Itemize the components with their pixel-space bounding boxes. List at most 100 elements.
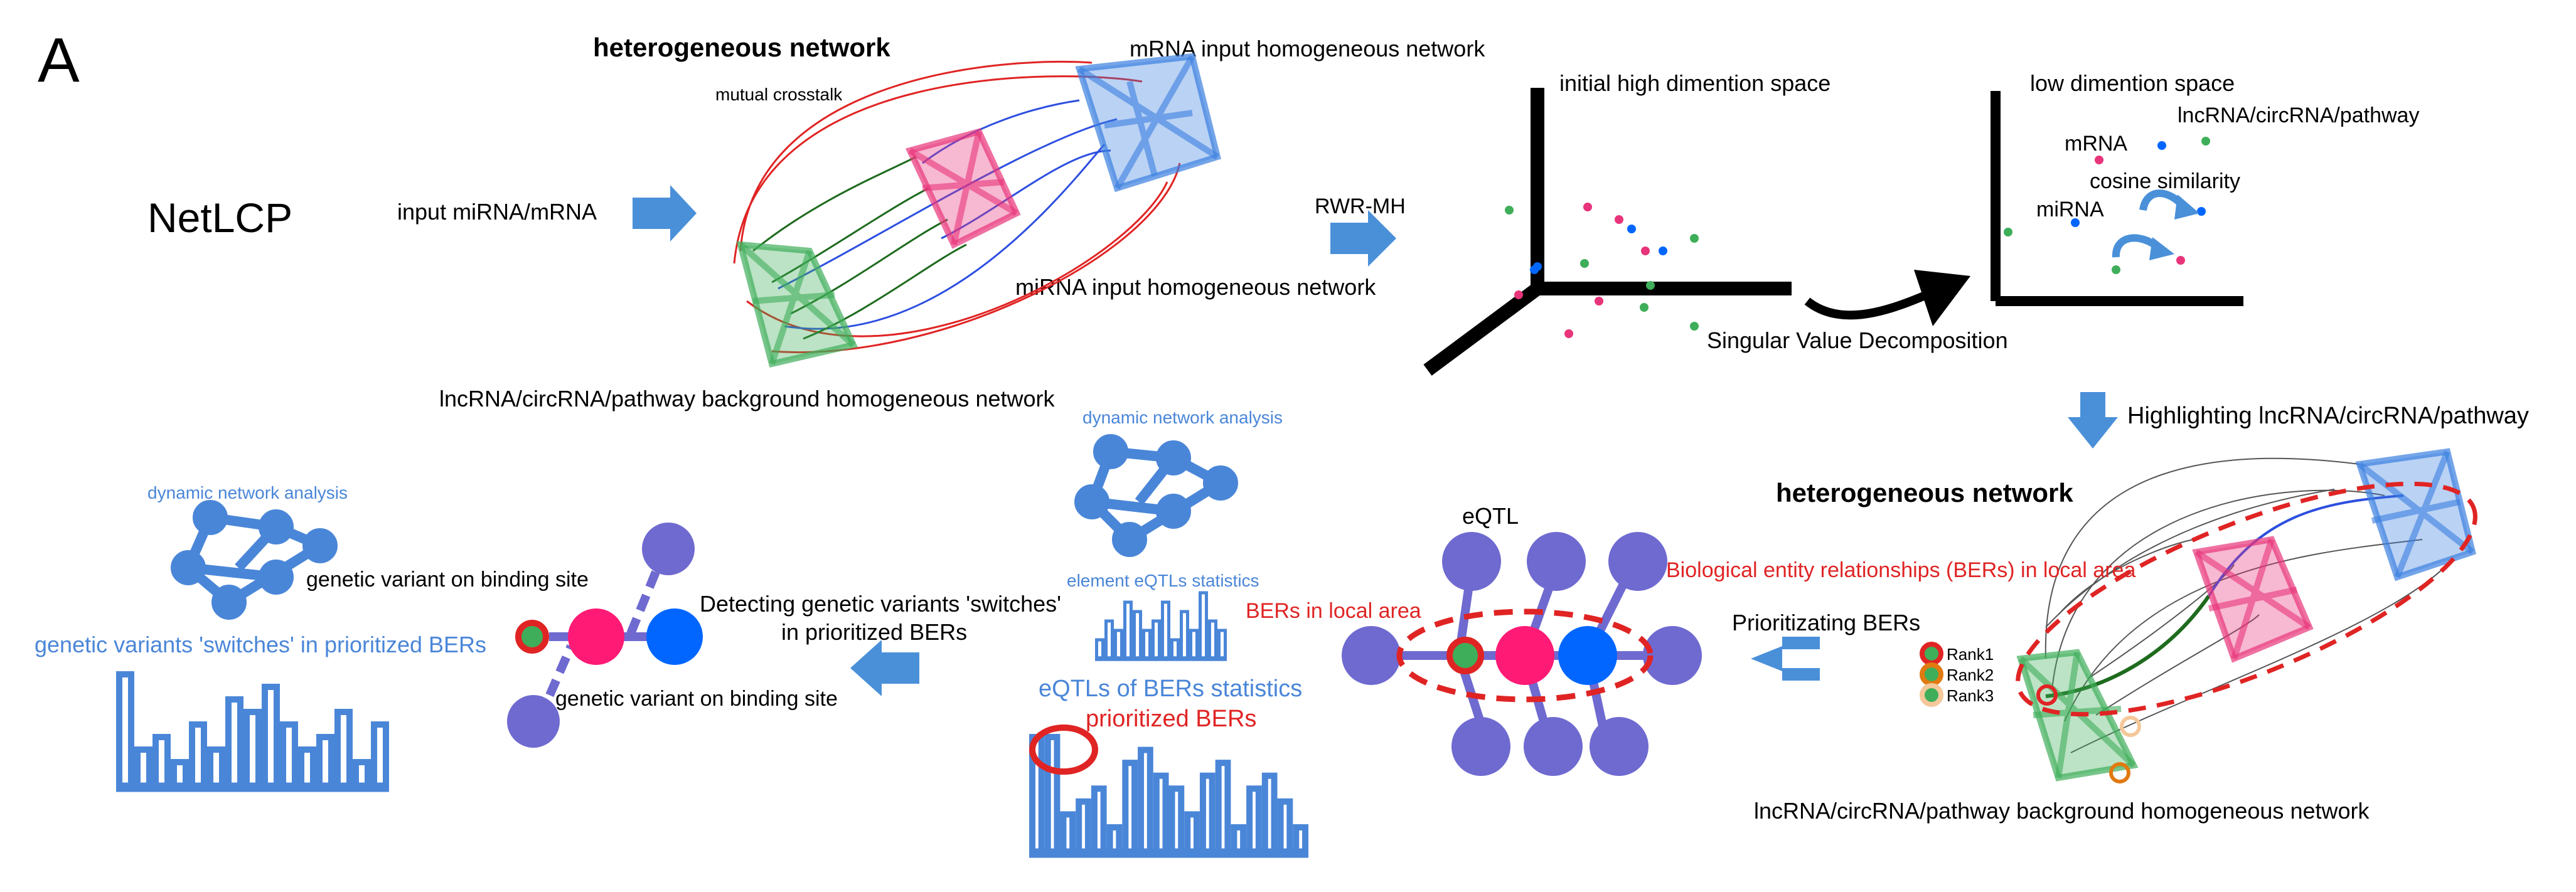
- scatter-point: [1640, 303, 1649, 312]
- histogram-bar: [1184, 811, 1200, 857]
- scatter-point: [1641, 247, 1650, 255]
- highlighting-label: Highlighting lncRNA/circRNA/pathway: [2127, 403, 2529, 429]
- cosine-label: cosine similarity: [2090, 169, 2240, 193]
- histogram-bar: [1168, 785, 1185, 856]
- scatter-point: [1646, 281, 1655, 290]
- histogram-bar: [1152, 619, 1161, 661]
- scatter-point: [1690, 322, 1699, 331]
- lnc-homogeneous-network-top: [736, 241, 858, 368]
- dynamic-network-mid: [1074, 434, 1238, 557]
- histogram-bar: [1261, 772, 1278, 856]
- lnc-network-label-right: lncRNA/circRNA/pathway background homoge…: [1754, 798, 2370, 824]
- right-bers-ellipse: [2016, 481, 2477, 717]
- bars-mid-big: [1029, 734, 1309, 858]
- histogram-bar: [334, 709, 353, 790]
- scatter-point: [1595, 297, 1603, 305]
- low-mrna-label: mRNA: [2065, 132, 2127, 156]
- hetero-title-right: heterogeneous network: [1776, 478, 2073, 507]
- eqtl-graph: [1342, 532, 1702, 776]
- histogram-bar: [1217, 629, 1227, 661]
- bars-mid-small: [1095, 591, 1227, 661]
- histogram-bar: [207, 746, 225, 790]
- panel-label: A: [38, 25, 80, 95]
- histogram-bar: [1277, 798, 1293, 857]
- right-mirna-network: [2192, 536, 2314, 663]
- low-lnc-label: lncRNA/circRNA/pathway: [2178, 104, 2419, 127]
- histogram-bar: [1170, 638, 1180, 661]
- detecting-label-line1: Detecting genetic variants 'switches': [700, 591, 1061, 617]
- histogram-bar: [1091, 785, 1107, 856]
- low-mirna-label: miRNA: [2036, 198, 2104, 221]
- scatter-point: [1615, 215, 1623, 224]
- arrow-detecting: [850, 640, 919, 696]
- high-dim-label: initial high dimention space: [1559, 70, 1830, 96]
- histogram-bar: [298, 746, 316, 790]
- scatter-point: [1627, 225, 1636, 233]
- hetero-title-top: heterogeneous network: [593, 33, 890, 62]
- histogram-bar: [225, 696, 243, 790]
- mirna-network-label: miRNA input homogeneous network: [1015, 274, 1376, 300]
- eqtl-bers-ellipse: [1396, 608, 1654, 703]
- histogram-bar: [1104, 619, 1114, 661]
- eqtl-label: eQTL: [1462, 503, 1519, 529]
- histogram-bar: [134, 746, 152, 790]
- histogram-bar: [1208, 619, 1217, 661]
- scatter-point: [1690, 234, 1699, 243]
- bars-left: [116, 671, 389, 792]
- histogram-bar: [1138, 746, 1153, 856]
- histogram-bar: [1114, 629, 1123, 661]
- rank3-label: Rank3: [1947, 686, 1994, 705]
- histogram-bar: [1246, 785, 1262, 856]
- cosine-arrow-head-1: [2174, 194, 2199, 220]
- arrow-highlighting: [2068, 392, 2118, 449]
- scatter-point: [1580, 259, 1589, 268]
- low-dim-axes: [1991, 91, 2243, 306]
- rank1-label: Rank1: [1947, 645, 1994, 664]
- crosstalk-edges: [733, 60, 1181, 353]
- histogram-bar: [1123, 600, 1133, 661]
- histogram-bar: [1161, 600, 1170, 661]
- histogram-bar: [1060, 811, 1076, 857]
- rwr-label: RWR-MH: [1315, 194, 1406, 218]
- histogram-bar: [243, 709, 262, 790]
- svd-arrow: [1804, 290, 1928, 320]
- rank1-marker: [2036, 684, 2058, 706]
- histogram-bar: [1215, 760, 1231, 856]
- rank-legend: [1920, 642, 1943, 707]
- histogram-bar: [280, 721, 298, 790]
- element-stats-label: element eQTLs statistics: [1067, 571, 1259, 590]
- scatter-point: [1514, 290, 1523, 299]
- histogram-bar: [116, 671, 134, 790]
- arrow-input: [633, 185, 697, 242]
- mutual-crosstalk-label: mutual crosstalk: [715, 85, 843, 104]
- top-bar-highlight: [1029, 725, 1098, 775]
- variant-top-label: genetic variant on binding site: [306, 568, 589, 592]
- mirna-homogeneous-network: [905, 128, 1021, 249]
- rank2-marker: [2109, 762, 2130, 783]
- detecting-label-line2: in prioritized BERs: [781, 619, 967, 645]
- dynamic-label-left: dynamic network analysis: [147, 483, 348, 502]
- arrow-prioritizing: [1751, 637, 1820, 681]
- scatter-point: [1659, 247, 1667, 255]
- prioritized-bers-label: prioritized BERs: [1086, 706, 1256, 732]
- histogram-bar: [1142, 629, 1152, 661]
- scatter-point: [1564, 329, 1573, 338]
- scatter-point: [1530, 265, 1539, 274]
- histogram-bar: [1153, 772, 1169, 856]
- histogram-bar: [1076, 798, 1091, 857]
- histogram-bar: [1199, 772, 1216, 856]
- low-dim-points: [2004, 137, 2210, 274]
- high-dim-axes: [1423, 88, 1792, 376]
- bers-local-short-label: BERs in local area: [1246, 599, 1421, 623]
- histogram-bar: [152, 734, 171, 790]
- rank3-marker: [2120, 716, 2141, 737]
- switches-label: genetic variants 'switches' in prioritiz…: [35, 632, 486, 657]
- scatter-point: [1583, 203, 1592, 211]
- histogram-bar: [1133, 610, 1142, 661]
- low-dim-label: low dimention space: [2030, 70, 2235, 96]
- histogram-bar: [316, 734, 334, 790]
- right-mrna-network: [2355, 448, 2476, 581]
- variant-graph: [507, 523, 703, 748]
- histogram-bar: [1044, 734, 1061, 856]
- mrna-homogeneous-network: [1075, 53, 1221, 193]
